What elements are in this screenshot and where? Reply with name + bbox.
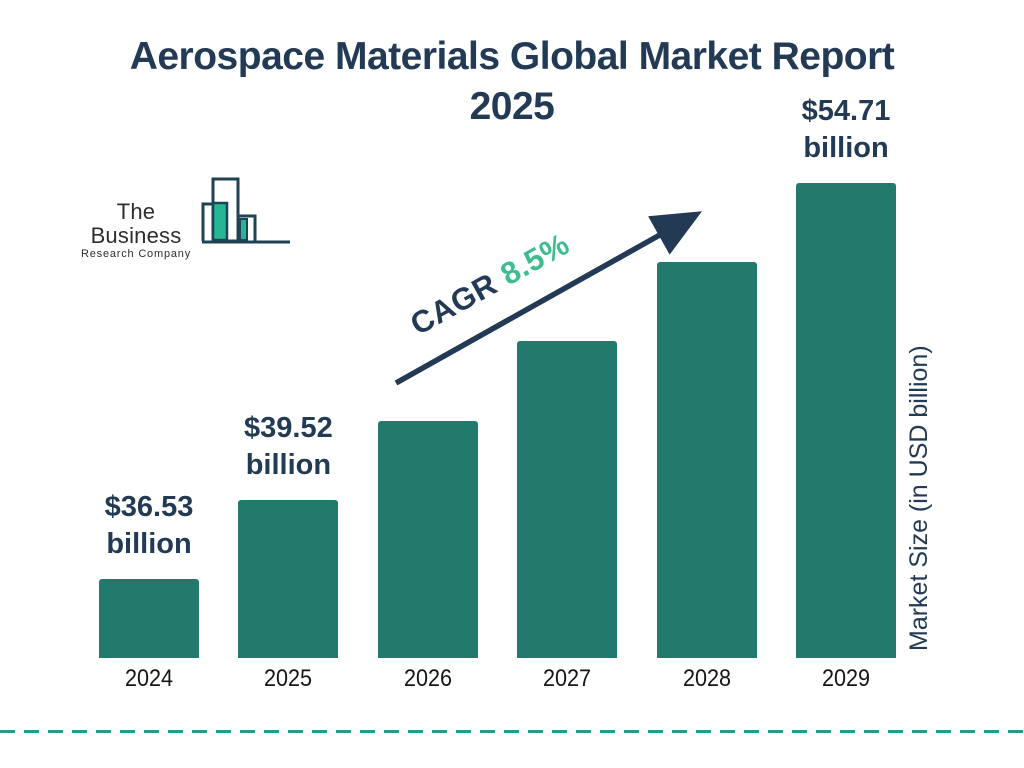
bar-2025 bbox=[238, 499, 339, 658]
x-tick-2027: 2027 bbox=[543, 665, 592, 692]
x-tick-2025: 2025 bbox=[264, 665, 313, 692]
logo-bar-chart-icon bbox=[199, 168, 293, 253]
y-axis-title: Market Size (in USD billion) bbox=[905, 345, 933, 651]
x-tick-2028: 2028 bbox=[682, 665, 731, 692]
value-unit-2029: billion bbox=[803, 132, 889, 164]
report-title-line1: Aerospace Materials Global Market Report bbox=[129, 35, 895, 78]
value-amount-2029: $54.71 bbox=[801, 95, 891, 127]
value-amount-2024: $36.53 bbox=[104, 491, 194, 523]
bar-2026 bbox=[377, 420, 478, 658]
x-tick-2026: 2026 bbox=[403, 665, 452, 692]
value-label-2024: $36.53 billion bbox=[59, 489, 239, 563]
x-tick-2024: 2024 bbox=[124, 665, 174, 692]
bar-2027 bbox=[517, 341, 618, 658]
logo-name-text: The Business bbox=[90, 199, 182, 248]
report-title: Aerospace Materials Global Market Report… bbox=[0, 32, 1024, 132]
logo-wordmark: The Business Research Company bbox=[73, 200, 199, 261]
bar-2024 bbox=[99, 579, 199, 658]
bar-2029 bbox=[796, 183, 896, 658]
value-label-2029: $54.71 billion bbox=[756, 93, 936, 167]
value-label-2025: $39.52 billion bbox=[198, 410, 378, 484]
x-tick-2029: 2029 bbox=[821, 665, 871, 692]
value-unit-2024: billion bbox=[106, 528, 192, 560]
footer-dashed-divider bbox=[0, 730, 1024, 733]
bar-2028 bbox=[656, 262, 757, 658]
value-amount-2025: $39.52 bbox=[244, 411, 333, 444]
logo-subname-text: Research Company bbox=[80, 248, 191, 260]
company-logo: The Business Research Company bbox=[73, 166, 293, 260]
value-unit-2025: billion bbox=[245, 448, 332, 481]
report-title-line2: 2025 bbox=[469, 85, 555, 128]
